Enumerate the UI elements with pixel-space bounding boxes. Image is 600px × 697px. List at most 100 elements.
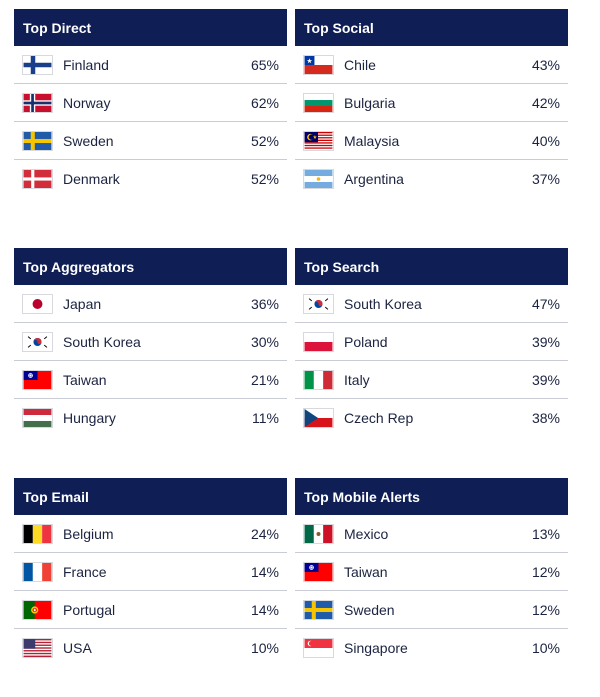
country-name: Italy: [344, 371, 370, 388]
country-name: Bulgaria: [344, 94, 396, 111]
panel-title: Top Search: [295, 248, 568, 285]
percentage: 52%: [250, 171, 279, 187]
sweden-flag-icon: [303, 599, 334, 620]
list-item: Chile 43%: [295, 46, 568, 84]
percentage: 62%: [250, 94, 279, 111]
panel-top-direct: Top Direct Finland 65% Norway 62% Sweden…: [14, 9, 287, 198]
country-name: Sweden: [344, 601, 395, 618]
czech-flag-icon: [303, 408, 334, 428]
country-name: Portugal: [63, 601, 116, 618]
portugal-flag-icon: [22, 599, 53, 620]
percentage: 10%: [250, 640, 279, 656]
panel-top-social: Top Social Chile 43% Bulgaria 42% Malays…: [295, 9, 568, 198]
percentage: 12%: [531, 563, 560, 580]
percentage: 24%: [250, 525, 279, 542]
italy-flag-icon: [303, 369, 334, 390]
percentage: 36%: [250, 295, 279, 312]
belgium-flag-icon: [22, 523, 53, 544]
percentage: 12%: [531, 601, 560, 618]
percentage: 40%: [531, 132, 560, 149]
mexico-flag-icon: [303, 523, 334, 544]
list-item: Hungary 11%: [14, 399, 287, 437]
list-item: France 14%: [14, 553, 287, 591]
country-name: Malaysia: [344, 132, 400, 149]
list-item: Singapore 10%: [295, 629, 568, 667]
country-name: Hungary: [63, 410, 116, 426]
country-name: Mexico: [344, 525, 389, 542]
list-item: Taiwan 21%: [14, 361, 287, 399]
panel-title: Top Social: [295, 9, 568, 46]
list-item: Finland 65%: [14, 46, 287, 84]
list-item: Mexico 13%: [295, 515, 568, 553]
list-item: Portugal 14%: [14, 591, 287, 629]
percentage: 47%: [531, 295, 560, 312]
panel-title: Top Mobile Alerts: [295, 478, 568, 515]
country-name: Taiwan: [63, 371, 107, 388]
taiwan-flag-icon: [303, 561, 334, 582]
panel-top-email: Top Email Belgium 24% France 14% Portuga…: [14, 478, 287, 667]
country-name: USA: [63, 640, 92, 656]
norway-flag-icon: [22, 92, 53, 113]
poland-flag-icon: [303, 331, 334, 352]
country-name: South Korea: [344, 295, 422, 312]
percentage: 42%: [531, 94, 560, 111]
percentage: 39%: [531, 333, 560, 350]
percentage: 52%: [250, 132, 279, 149]
country-name: Norway: [63, 94, 111, 111]
list-item: Denmark 52%: [14, 160, 287, 198]
country-name: Czech Rep: [344, 410, 414, 426]
country-name: Denmark: [63, 171, 120, 187]
panel-top-aggregators: Top Aggregators Japan 36% South Korea 30…: [14, 248, 287, 437]
list-item: Malaysia 40%: [295, 122, 568, 160]
panel-top-mobile-alerts: Top Mobile Alerts Mexico 13% Taiwan 12% …: [295, 478, 568, 667]
percentage: 14%: [250, 563, 279, 580]
argentina-flag-icon: [303, 169, 334, 189]
country-name: Poland: [344, 333, 388, 350]
south-korea-flag-icon: [22, 331, 53, 352]
list-item: Czech Rep 38%: [295, 399, 568, 437]
percentage: 21%: [250, 371, 279, 388]
list-item: Japan 36%: [14, 285, 287, 323]
bulgaria-flag-icon: [303, 92, 334, 113]
panel-title: Top Aggregators: [14, 248, 287, 285]
list-item: USA 10%: [14, 629, 287, 667]
percentage: 14%: [250, 601, 279, 618]
singapore-flag-icon: [303, 638, 334, 658]
country-name: Japan: [63, 295, 102, 312]
list-item: Norway 62%: [14, 84, 287, 122]
country-name: Chile: [344, 56, 376, 73]
percentage: 11%: [252, 410, 279, 426]
percentage: 37%: [531, 171, 560, 187]
taiwan-flag-icon: [22, 369, 53, 390]
percentage: 39%: [531, 371, 560, 388]
list-item: South Korea 30%: [14, 323, 287, 361]
percentage: 13%: [531, 525, 560, 542]
percentage: 10%: [531, 640, 560, 656]
percentage: 65%: [250, 56, 279, 73]
country-name: Taiwan: [344, 563, 388, 580]
list-item: Belgium 24%: [14, 515, 287, 553]
percentage: 43%: [531, 56, 560, 73]
country-name: Argentina: [344, 171, 404, 187]
south-korea-flag-icon: [303, 293, 334, 314]
chile-flag-icon: [303, 54, 334, 75]
country-name: Belgium: [63, 525, 114, 542]
panel-title: Top Email: [14, 478, 287, 515]
percentage: 30%: [250, 333, 279, 350]
list-item: Poland 39%: [295, 323, 568, 361]
panel-title: Top Direct: [14, 9, 287, 46]
country-name: Singapore: [344, 640, 408, 656]
malaysia-flag-icon: [303, 130, 334, 151]
usa-flag-icon: [22, 638, 53, 658]
list-item: Sweden 52%: [14, 122, 287, 160]
country-name: France: [63, 563, 107, 580]
sweden-flag-icon: [22, 130, 53, 151]
denmark-flag-icon: [22, 169, 53, 189]
france-flag-icon: [22, 561, 53, 582]
list-item: Argentina 37%: [295, 160, 568, 198]
japan-flag-icon: [22, 293, 53, 314]
list-item: Sweden 12%: [295, 591, 568, 629]
panel-top-search: Top Search South Korea 47% Poland 39% It…: [295, 248, 568, 437]
country-name: South Korea: [63, 333, 141, 350]
country-name: Sweden: [63, 132, 114, 149]
